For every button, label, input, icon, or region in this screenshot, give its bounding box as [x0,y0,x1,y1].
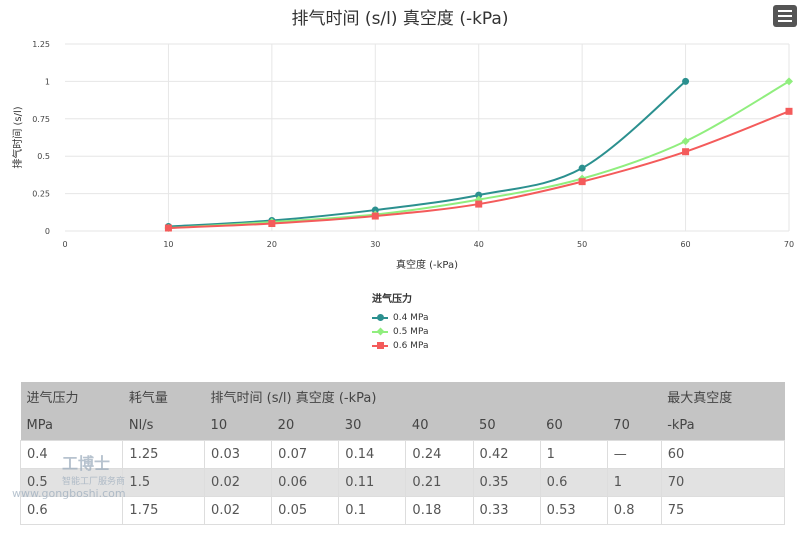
table-cell: 0.35 [472,468,541,497]
spec-table: 进气压力 耗气量 排气时间 (s/l) 真空度 (-kPa) 最大真空度 MPa… [19,382,786,525]
legend: 进气压力 0.4 MPa 0.5 MPa 0.6 MPa [372,290,428,353]
header-cell: 20 [271,411,339,441]
legend-label: 0.4 MPa [393,313,429,323]
table-cell: 0.06 [271,468,340,497]
x-tick-label: 30 [370,240,380,249]
header-cell: 70 [607,411,662,441]
y-tick-label: 1 [45,77,50,86]
table-cell: 0.5 [19,468,124,497]
data-point [164,224,172,232]
table-cell: 60 [660,440,786,469]
table-cell: 1.5 [122,468,206,497]
header-cell: MPa [20,411,123,441]
table-row: 0.6 1.75 0.02 0.05 0.1 0.18 0.33 0.53 0.8 75 [19,496,786,525]
data-point [682,77,690,85]
header-cell: 耗气量 [122,382,205,411]
table-cell: 0.21 [405,468,474,497]
header-cell: 进气压力 [20,382,123,411]
header-cell: 最大真空度 [661,382,785,411]
data-point [682,148,690,156]
series-line [168,80,687,228]
header-cell: 60 [540,411,608,441]
header-row: 进气压力 耗气量 排气时间 (s/l) 真空度 (-kPa) 最大真空度 [20,382,785,411]
data-point [371,206,379,214]
header-cell: Nl/s [122,411,205,441]
legend-item[interactable]: 0.5 MPa [372,325,428,339]
data-point [475,191,483,199]
table-cell: 0.42 [472,440,541,469]
header-cell: -kPa [661,411,785,441]
table-cell: 1.25 [122,440,206,469]
header-cell: 排气时间 (s/l) 真空度 (-kPa) [204,382,662,411]
table-cell: 0.18 [405,496,474,525]
hamburger-icon[interactable] [773,5,797,27]
x-tick-label: 20 [267,240,277,249]
x-tick-label: 70 [784,240,794,249]
table-row: 0.4 1.25 0.03 0.07 0.14 0.24 0.42 1—60 [19,440,786,469]
table-cell: 0.1 [338,496,407,525]
y-tick-label: 0.5 [37,152,50,161]
table-cell: 0.02 [204,496,273,525]
y-tick-label: 0.25 [32,190,50,199]
table-cell: — [606,440,662,469]
table-cell: 0.33 [472,496,541,525]
legend-label: 0.6 MPa [393,341,429,351]
y-axis-label: 排气时间 (s/l) [11,106,24,168]
x-tick-label: 50 [577,240,587,249]
table-cell: 0.24 [405,440,474,469]
y-tick-label: 0 [45,227,50,236]
line-chart: 0 0.25 0.5 0.75 1 1.25 0 10 20 30 40 50 60 70 真空度 (-kP… [11,40,794,271]
table-cell: 0.8 [606,496,662,525]
table-cell: 0.02 [204,468,273,497]
table-row: 0.5 1.5 0.02 0.06 0.11 0.21 0.35 0.6 1 70 [19,468,786,497]
table-cell: 0.07 [271,440,340,469]
table-cell: 1 [606,468,662,497]
table-cell: 0.6 [539,468,608,497]
x-tick-label: 10 [163,240,173,249]
x-axis-label: 真空度 (-kPa) [396,258,458,271]
table-cell: 0.11 [338,468,407,497]
table-cell: 1 [539,440,608,469]
table-cell: 0.14 [338,440,407,469]
chart-title: 排气时间 (s/l) 真空度 (-kPa) [291,9,509,29]
table-cell: 0.03 [204,440,273,469]
table-cell: 75 [660,496,786,525]
y-tick-label: 0.75 [32,115,50,124]
header-cell: 50 [473,411,541,441]
data-point [785,107,793,115]
header-cell: 40 [405,411,474,441]
legend-item[interactable]: 0.6 MPa [372,339,428,353]
table-cell: 70 [660,468,786,497]
watermark-tagline: 智能工厂服务商 [62,477,126,487]
legend-item[interactable]: 0.4 MPa [372,311,428,325]
y-tick-label: 1.25 [32,40,50,49]
x-tick-label: 0 [62,240,67,249]
x-tick-label: 40 [474,240,484,249]
data-point [578,164,586,172]
watermark-url: www.gongboshi.com [12,487,126,500]
data-point [785,77,793,86]
data-point [371,212,379,220]
legend-label: 0.5 MPa [393,327,429,337]
data-point [268,220,276,228]
table-cell: 0.05 [271,496,340,525]
header-cell: 10 [204,411,272,441]
header-row: MPa Nl/s 10 20 30 40 50 60 70 -kPa [20,411,785,441]
data-point [475,200,483,208]
data-point [681,137,690,146]
legend-title: 进气压力 [372,294,412,305]
table-cell: 0.53 [539,496,608,525]
table-cell: 0.4 [19,440,124,469]
table-cell: 1.75 [122,496,206,525]
data-point [578,178,586,186]
x-tick-label: 60 [680,240,690,249]
header-cell: 30 [338,411,406,441]
watermark: 工博士 智能工厂服务商 www.gongboshi.com [12,450,126,500]
watermark-name: 工博士 [62,454,111,473]
table-cell: 0.6 [19,496,124,525]
